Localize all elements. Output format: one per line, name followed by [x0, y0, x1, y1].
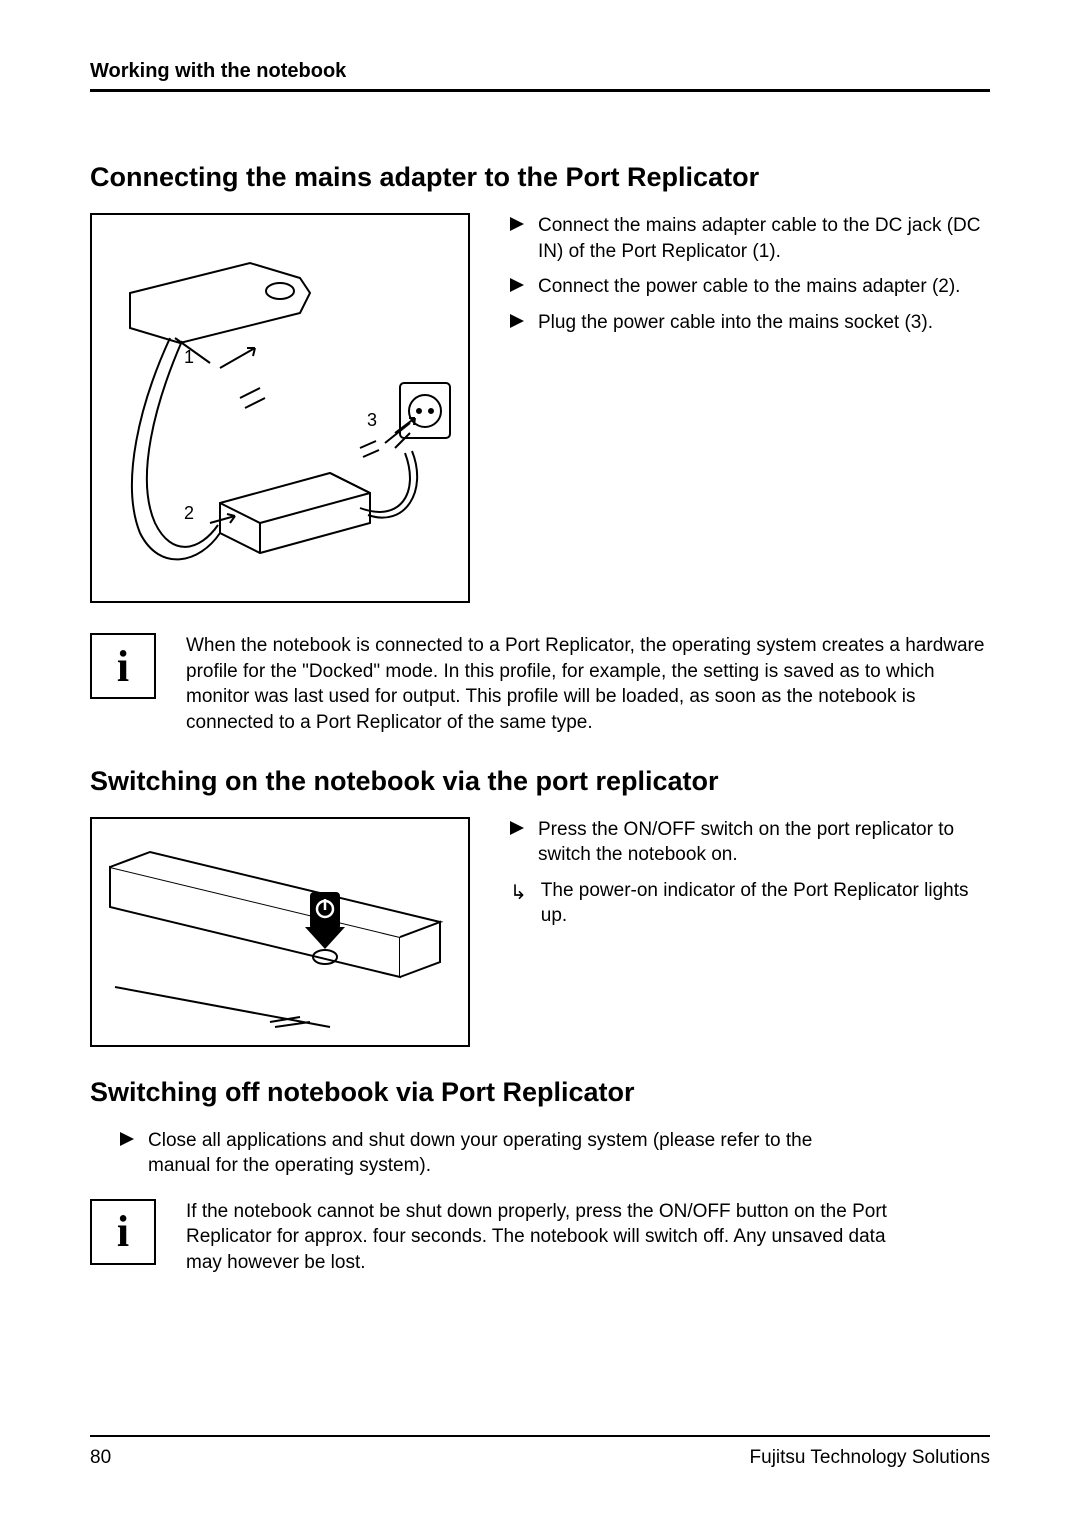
section1-content: 1 2 3 Connect the mains adapter cable to…	[90, 213, 990, 603]
info-glyph: i	[117, 1206, 129, 1257]
triangle-bullet-icon	[510, 278, 524, 292]
list-item: Press the ON/OFF switch on the port repl…	[510, 817, 990, 868]
info-icon: i	[90, 633, 156, 699]
callout-1: 1	[184, 347, 194, 368]
page-footer: 80 Fujitsu Technology Solutions	[90, 1435, 990, 1469]
section1-info-note: i When the notebook is connected to a Po…	[90, 633, 990, 736]
running-header: Working with the notebook	[90, 60, 990, 83]
triangle-bullet-icon	[510, 217, 524, 231]
page-container: Working with the notebook Connecting the…	[0, 0, 1080, 1529]
info-text: When the notebook is connected to a Port…	[186, 633, 990, 736]
section2-heading: Switching on the notebook via the port r…	[90, 766, 990, 797]
result-arrow-icon: ↳	[510, 880, 527, 907]
step-text: Connect the power cable to the mains ada…	[538, 274, 960, 300]
list-item: Connect the mains adapter cable to the D…	[510, 213, 990, 264]
list-item: Plug the power cable into the mains sock…	[510, 310, 990, 336]
list-item: ↳ The power-on indicator of the Port Rep…	[510, 878, 990, 929]
figure-mains-adapter: 1 2 3	[90, 213, 470, 603]
step-text: Press the ON/OFF switch on the port repl…	[538, 817, 990, 868]
section1-steps: Connect the mains adapter cable to the D…	[510, 213, 990, 603]
result-text: The power-on indicator of the Port Repli…	[541, 878, 990, 929]
section2-steps: Press the ON/OFF switch on the port repl…	[510, 817, 990, 1047]
section3-info-note: i If the notebook cannot be shut down pr…	[90, 1199, 990, 1276]
figure-power-switch	[90, 817, 470, 1047]
callout-2: 2	[184, 503, 194, 524]
info-icon: i	[90, 1199, 156, 1265]
info-text: If the notebook cannot be shut down prop…	[186, 1199, 906, 1276]
diagram-power-switch-icon	[100, 827, 460, 1037]
step-text: Connect the mains adapter cable to the D…	[538, 213, 990, 264]
callout-3: 3	[367, 410, 377, 431]
section2-content: Press the ON/OFF switch on the port repl…	[90, 817, 990, 1047]
info-glyph: i	[117, 641, 129, 692]
section1-heading: Connecting the mains adapter to the Port…	[90, 162, 990, 193]
page-number: 80	[90, 1447, 111, 1469]
publisher: Fujitsu Technology Solutions	[750, 1447, 990, 1469]
section3-heading: Switching off notebook via Port Replicat…	[90, 1077, 990, 1108]
header-rule	[90, 89, 990, 92]
triangle-bullet-icon	[120, 1132, 134, 1146]
triangle-bullet-icon	[510, 821, 524, 835]
triangle-bullet-icon	[510, 314, 524, 328]
list-item: Connect the power cable to the mains ada…	[510, 274, 990, 300]
section3-step: Close all applications and shut down you…	[120, 1128, 990, 1179]
step-text: Close all applications and shut down you…	[148, 1128, 868, 1179]
diagram-mains-adapter-icon	[100, 223, 460, 593]
footer-rule	[90, 1435, 990, 1437]
step-text: Plug the power cable into the mains sock…	[538, 310, 933, 336]
